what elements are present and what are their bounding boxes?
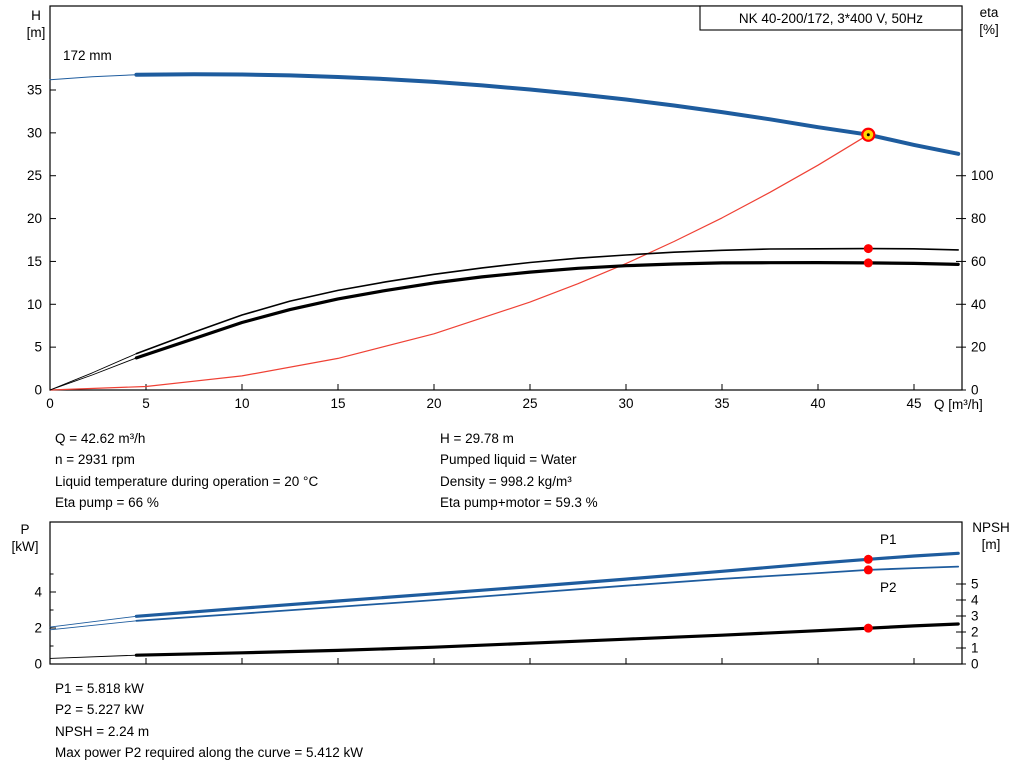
power-axis-label: P <box>20 522 30 537</box>
npsh-axis-unit: [m] <box>981 537 1001 552</box>
y-right-tick-label: 4 <box>971 593 979 608</box>
p2-point-marker <box>863 565 873 575</box>
p1-lead-curve <box>49 615 137 628</box>
y-left-tick-label: 4 <box>34 585 42 600</box>
x-tick-label: 0 <box>46 396 54 411</box>
head-chart-left-axis-title: H [m] <box>14 7 58 41</box>
eta-pump-curve <box>135 247 959 355</box>
y-left-tick-label: 30 <box>27 125 42 140</box>
p2-lead-curve <box>49 620 137 631</box>
y-left-tick-label: 0 <box>34 383 42 398</box>
x-tick-label: 35 <box>714 396 729 411</box>
flow-value: Q = 42.62 m³/h <box>55 431 146 446</box>
x-tick-label: 40 <box>810 396 825 411</box>
y-right-tick-label: 40 <box>971 297 986 312</box>
duty-point-marker-center <box>866 133 870 137</box>
y-right-tick-label: 3 <box>971 609 979 624</box>
speed-value: n = 2931 rpm <box>55 452 135 468</box>
head-lead-curve <box>49 74 137 81</box>
power-chart-right-axis-title: NPSH [m] <box>962 519 1020 553</box>
density-value: Density = 998.2 kg/m³ <box>440 473 572 489</box>
npsh-curve <box>134 622 960 657</box>
eta-pump-value: Eta pump = 66 % <box>55 495 159 511</box>
x-tick-label: 10 <box>234 396 249 411</box>
y-right-tick-label: 0 <box>971 383 979 398</box>
p1-value: P1 = 5.818 kW <box>55 681 144 696</box>
y-right-tick-label: 20 <box>971 340 986 355</box>
y-left-tick-label: 35 <box>27 83 42 98</box>
pump-title-box <box>699 5 963 31</box>
x-tick-label: 5 <box>142 396 150 411</box>
eta-axis-unit: [%] <box>979 22 999 37</box>
head-value: H = 29.78 m <box>440 431 514 446</box>
eta-pump-motor-curve <box>134 261 960 360</box>
y-right-tick-label: 0 <box>971 657 979 672</box>
y-right-tick-label: 2 <box>971 625 979 640</box>
y-left-tick-label: 25 <box>27 168 42 183</box>
x-tick-label: 25 <box>522 396 537 411</box>
power-info-block: P1 = 5.818 kW P2 = 5.227 kW NPSH = 2.24 … <box>55 678 363 764</box>
p1-label: P1 <box>880 532 897 547</box>
y-left-tick-label: 15 <box>27 254 42 269</box>
pump-title-text: NK 40-200/172, 3*400 V, 50Hz <box>739 11 923 26</box>
pumped-liquid-value: Pumped liquid = Water <box>440 452 577 468</box>
system-curve-curve <box>49 134 869 391</box>
operating-point-info-left: Q = 42.62 m³/h n = 2931 rpm Liquid tempe… <box>55 428 318 514</box>
p2-label: P2 <box>880 580 897 595</box>
y-right-tick-label: 80 <box>971 211 986 226</box>
x-tick-label: 30 <box>618 396 633 411</box>
impeller-diameter-label: 172 mm <box>63 48 112 63</box>
p1-curve <box>134 551 960 618</box>
eta-pump-lead-curve <box>49 353 137 391</box>
head-axis-label: H <box>31 8 41 23</box>
y-right-tick-label: 5 <box>971 577 979 592</box>
npsh-point-marker <box>863 623 873 633</box>
y-left-tick-label: 2 <box>34 621 42 636</box>
eta-axis-label: eta <box>979 5 999 20</box>
y-left-tick-label: 0 <box>34 657 42 672</box>
y-left-tick-label: 5 <box>34 340 42 355</box>
x-tick-label: 45 <box>906 396 921 411</box>
head-curve <box>134 72 961 156</box>
eta-pump-motor-lead-curve <box>49 357 137 391</box>
y-left-tick-label: 20 <box>27 211 42 226</box>
npsh-axis-label: NPSH <box>972 520 1010 535</box>
x-tick-label: 15 <box>330 396 345 411</box>
y-right-tick-label: 60 <box>971 254 986 269</box>
power-chart-left-axis-title: P [kW] <box>2 521 48 555</box>
plot-border <box>49 5 963 391</box>
liquid-temperature-value: Liquid temperature during operation = 20… <box>55 473 319 489</box>
p1-point-marker <box>863 554 873 564</box>
operating-point-info-right: H = 29.78 m Pumped liquid = Water Densit… <box>440 428 598 514</box>
p2-value: P2 = 5.227 kW <box>55 702 144 718</box>
x-tick-label: 20 <box>426 396 441 411</box>
p2-curve <box>135 565 960 622</box>
max-power-value: Max power P2 required along the curve = … <box>55 745 364 761</box>
head-chart-right-axis-title: eta [%] <box>966 4 1012 38</box>
head-axis-unit: [m] <box>26 25 46 40</box>
y-right-tick-label: 100 <box>971 168 994 183</box>
npsh-lead-curve <box>49 654 137 659</box>
x-axis-label: Q [m³/h] <box>934 397 983 412</box>
eta-pump-point-marker <box>863 244 873 254</box>
eta-pump-motor-point-marker <box>863 258 873 268</box>
y-left-tick-label: 10 <box>27 297 42 312</box>
head-chart[interactable]: 0 5 10 15 20 25 30 35 40 45 0 5 10 15 20 25 30 35 0 20 40 60 8… <box>0 0 1024 420</box>
npsh-value: NPSH = 2.24 m <box>55 723 150 739</box>
power-axis-unit: [kW] <box>11 539 39 554</box>
eta-pump-motor-value: Eta pump+motor = 59.3 % <box>440 495 598 511</box>
plot-border <box>49 521 963 665</box>
y-right-tick-label: 1 <box>971 641 979 656</box>
